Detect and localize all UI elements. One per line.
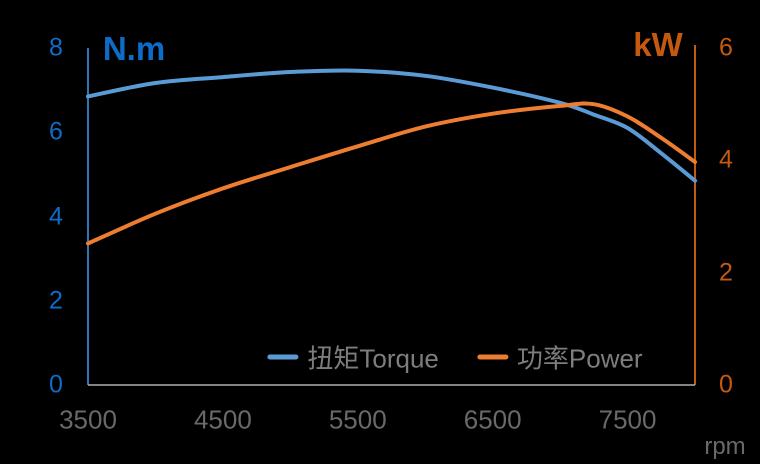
y-left-tick-4: 4	[49, 202, 63, 230]
y-right-tick-4: 4	[719, 145, 733, 174]
x-tick-4500: 4500	[193, 404, 252, 435]
right-axis-title: kW	[633, 26, 683, 63]
power-curve	[86, 101, 697, 246]
legend-label-torque: 扭矩Torque	[307, 343, 439, 374]
x-axis-unit-label: rpm	[704, 433, 746, 460]
y-left-tick-6: 6	[49, 117, 63, 146]
x-tick-7500: 7500	[598, 404, 657, 435]
x-tick-5500: 5500	[328, 404, 387, 435]
x-tick-6500: 6500	[463, 404, 522, 435]
legend-label-power: 功率Power	[516, 343, 643, 374]
y-left-tick-2: 2	[49, 286, 63, 315]
y-right-tick-6: 6	[719, 33, 733, 62]
y-right-tick-2: 2	[719, 258, 733, 287]
torque-curve	[86, 68, 697, 183]
left-axis-title: N.m	[102, 30, 166, 67]
legend-item-power: 功率Power	[476, 339, 643, 376]
y-right-tick-0: 0	[719, 370, 733, 399]
legend-item-torque: 扭矩Torque	[267, 339, 439, 376]
y-left-tick-0: 0	[49, 370, 63, 399]
power-line-swatch	[476, 354, 508, 360]
x-tick-3500: 3500	[59, 404, 117, 435]
torque-line-swatch	[267, 354, 299, 360]
y-left-tick-8: 8	[49, 33, 63, 62]
legend: 扭矩Torque 功率Power	[267, 339, 643, 376]
